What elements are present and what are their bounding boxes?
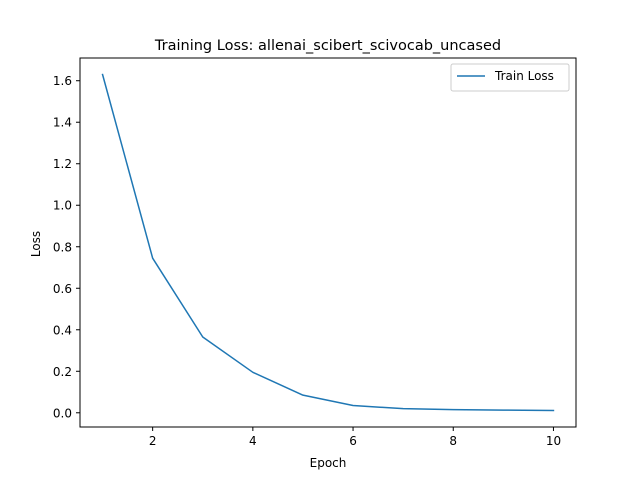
axes-frame [79, 57, 577, 428]
y-tick-label: 0.8 [53, 240, 72, 254]
legend-label-train-loss: Train Loss [494, 69, 554, 83]
y-tick-label: 0.6 [53, 282, 72, 296]
legend: Train Loss [450, 63, 570, 92]
y-tick-label: 0.0 [53, 406, 72, 420]
x-tick-label: 4 [249, 434, 257, 448]
y-tick-label: 1.6 [53, 74, 72, 88]
y-tick-label: 1.0 [53, 199, 72, 213]
y-axis-ticks: 0.0 0.2 0.4 0.6 0.8 1.0 1.2 1.4 1.6 [53, 74, 80, 420]
series-layer [101, 73, 555, 412]
y-axis-label: Loss [29, 231, 43, 257]
x-tick-label: 6 [349, 434, 357, 448]
y-tick-label: 1.2 [53, 157, 72, 171]
y-tick-label: 1.4 [53, 116, 72, 130]
x-tick-label: 10 [546, 434, 561, 448]
y-tick-label: 0.4 [53, 323, 72, 337]
train-loss-line [101, 73, 555, 412]
x-axis-ticks: 2 4 6 8 10 [149, 427, 561, 448]
plot-area: 2 4 6 8 10 0.0 0.2 0.4 0.6 0.8 1.0 1.2 1.4 1.6 [53, 57, 577, 448]
y-tick-label: 0.2 [53, 365, 72, 379]
x-tick-label: 8 [449, 434, 457, 448]
chart-title: Training Loss: allenai_scibert_scivocab_… [154, 38, 501, 54]
x-tick-label: 2 [149, 434, 157, 448]
x-axis-label: Epoch [310, 456, 347, 470]
legend-box [450, 63, 570, 92]
